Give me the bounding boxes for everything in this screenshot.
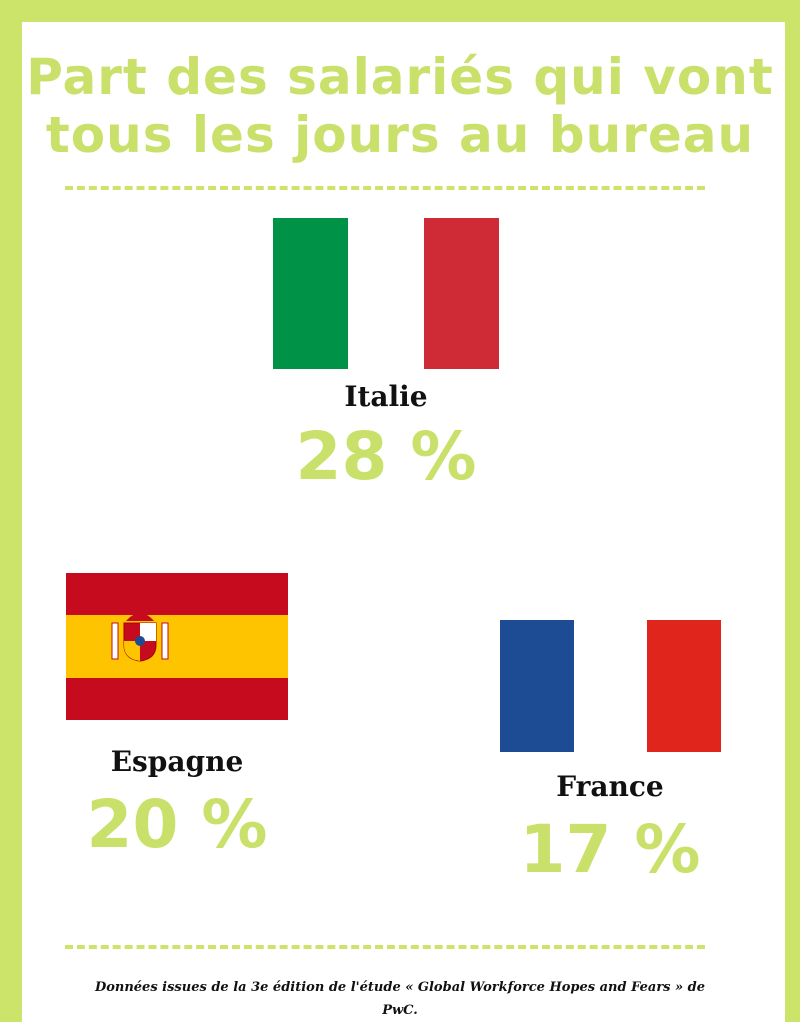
spain-flag (66, 573, 288, 720)
percent-italy: 28 % (295, 418, 477, 495)
divider-bottom (65, 945, 705, 949)
source-note: Données issues de la 3e édition de l'étu… (94, 980, 706, 1018)
title-line-2: tous les jours au bureau (45, 106, 755, 164)
france-flag (500, 620, 722, 752)
divider-top (65, 186, 705, 190)
country-name-france: France (556, 770, 664, 803)
country-name-italy: Italie (344, 380, 428, 413)
page-title: Part des salariés qui vont tous les jour… (0, 48, 800, 164)
spain-coat-of-arms-icon (111, 605, 169, 662)
percent-france: 17 % (519, 811, 701, 888)
italy-flag (273, 218, 499, 369)
percent-spain: 20 % (86, 786, 268, 863)
country-name-spain: Espagne (110, 745, 244, 778)
title-line-1: Part des salariés qui vont (26, 48, 774, 106)
